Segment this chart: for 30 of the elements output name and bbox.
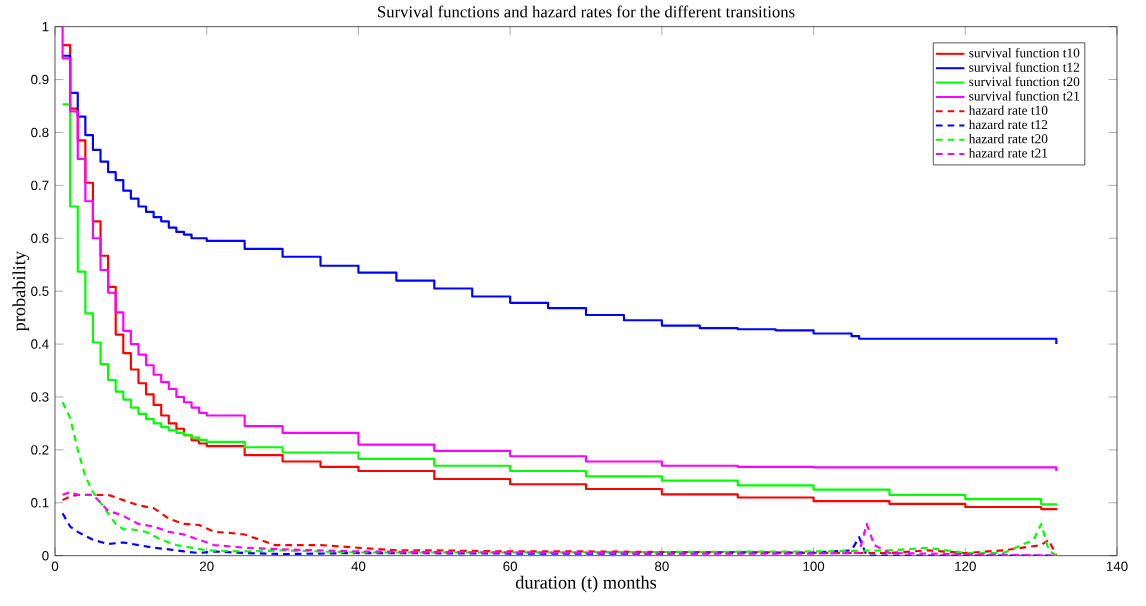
y-tick-label: 0.7 (31, 180, 49, 191)
y-tick-label: 0.5 (31, 286, 49, 297)
y-tick-label: 0.1 (31, 498, 49, 508)
chart-title: Survival functions and hazard rates for the different transitions (378, 5, 795, 18)
x-tick-label: 40 (351, 561, 366, 572)
y-tick-label: 0.4 (31, 339, 49, 349)
x-tick-label: 140 (1106, 561, 1128, 572)
x-tick-label: 100 (803, 561, 825, 572)
y-tick-label: 0.2 (31, 445, 49, 455)
y-tick-label: 0.6 (31, 233, 49, 244)
y-tick-label: 1 (42, 22, 49, 32)
x-tick-label: 80 (655, 561, 669, 572)
y-tick-label: 0.3 (31, 392, 49, 402)
legend-label: hazard rate t12 (968, 119, 1048, 130)
legend-label: hazard rate t21 (968, 148, 1048, 158)
x-axis-title: duration (t) months (515, 575, 657, 593)
x-tick-label: 20 (199, 561, 214, 572)
legend-label: survival function t12 (969, 62, 1080, 72)
y-tick-label: 0 (42, 551, 49, 561)
legend-label: survival function t10 (969, 48, 1080, 58)
legend-label: hazard rate t20 (968, 134, 1048, 144)
x-tick-label: 0 (51, 561, 59, 572)
legend-label: survival function t20 (969, 76, 1080, 87)
legend-label: survival function t21 (969, 91, 1079, 101)
y-axis-title: probability (12, 251, 30, 332)
x-tick-label: 60 (503, 561, 518, 572)
y-tick-label: 0.9 (31, 75, 49, 85)
x-tick-label: 120 (955, 561, 976, 572)
legend-label: hazard rate t10 (968, 105, 1048, 115)
y-tick-label: 0.8 (31, 127, 49, 138)
